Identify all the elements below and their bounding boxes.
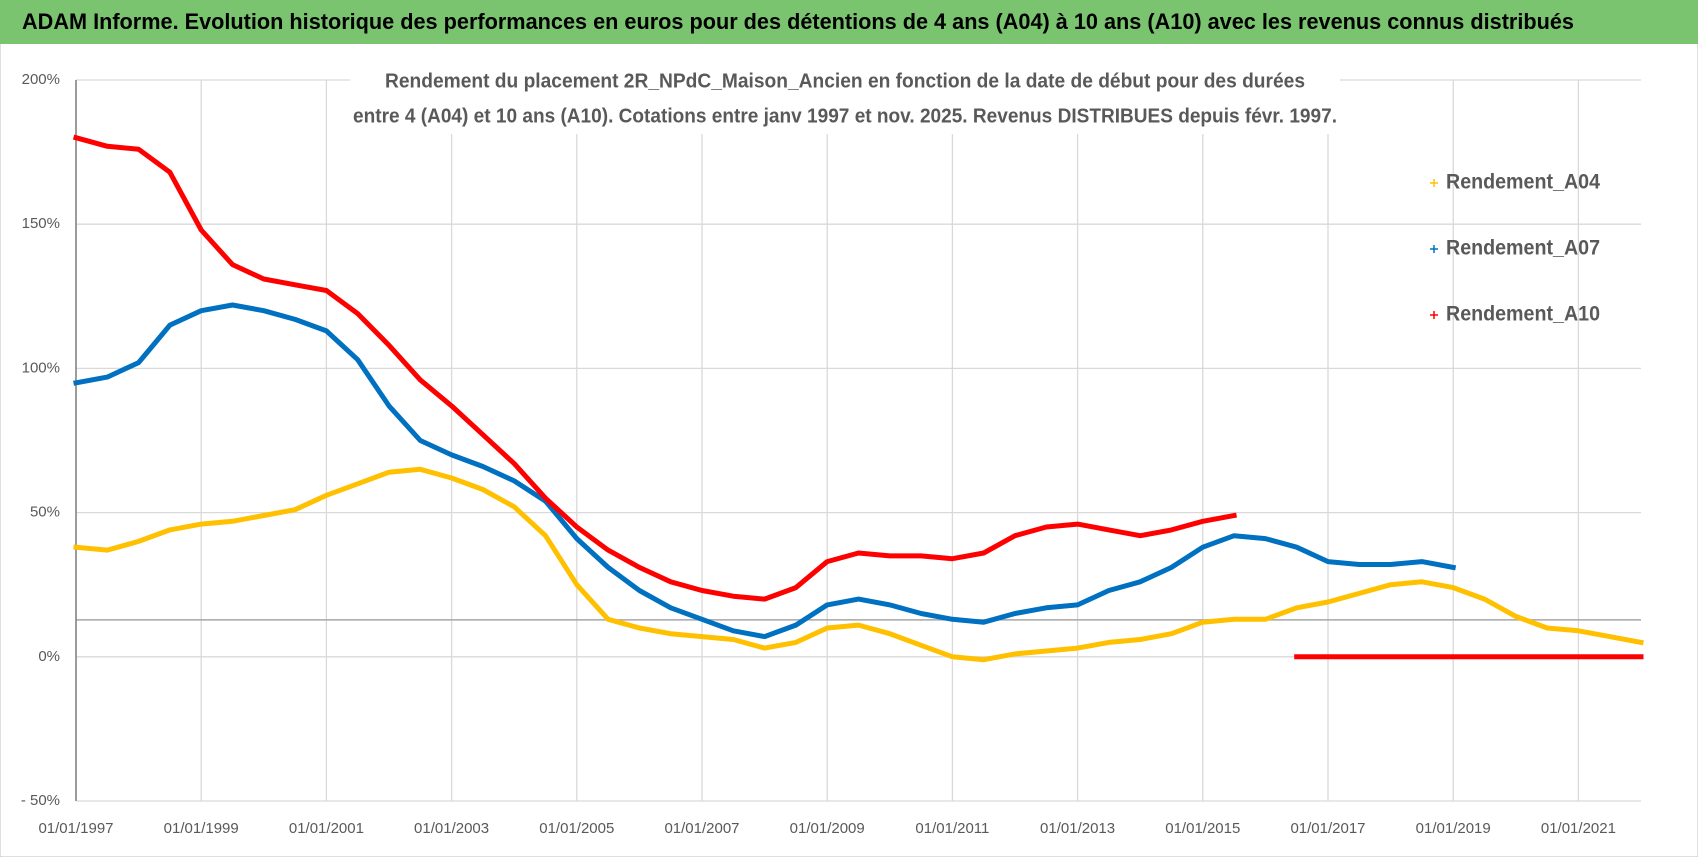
x-tick-label: 01/01/2001 bbox=[289, 820, 364, 837]
legend-label: Rendement_A10 bbox=[1446, 303, 1600, 326]
y-tick-label: 0% bbox=[38, 648, 60, 665]
plot-area: - 50% 0% 50% 100% 150% 200% 01/01/1997 01/01/19… bbox=[21, 71, 1644, 837]
x-tick-label: 01/01/2011 bbox=[915, 820, 989, 837]
chart-title: entre 4 (A04) et 10 ans (A10). Cotations… bbox=[353, 105, 1337, 127]
legend-marker bbox=[1430, 245, 1438, 253]
legend-label: Rendement_A07 bbox=[1446, 237, 1600, 260]
legend-marker bbox=[1430, 179, 1438, 187]
y-tick-label: - 50% bbox=[21, 792, 60, 809]
x-tick-label: 01/01/2019 bbox=[1416, 820, 1491, 837]
series-line bbox=[73, 302, 1457, 640]
chart-title: Rendement du placement 2R_NPdC_Maison_An… bbox=[385, 70, 1305, 92]
x-tick-label: 01/01/2005 bbox=[539, 820, 614, 837]
x-tick-label: 01/01/2003 bbox=[414, 820, 489, 837]
x-tick-label: 01/01/1997 bbox=[38, 820, 113, 837]
legend-label: Rendement_A04 bbox=[1446, 171, 1600, 194]
series-line bbox=[72, 134, 1238, 602]
legend-marker bbox=[1430, 311, 1438, 319]
x-tick-label: 01/01/2007 bbox=[664, 820, 739, 837]
title-box bbox=[350, 66, 1340, 134]
series-line bbox=[73, 466, 1644, 663]
legend: Rendement_A04 Rendement_A07 Rendement_A10 bbox=[1430, 171, 1600, 326]
x-tick-label: 01/01/2021 bbox=[1541, 820, 1616, 837]
y-tick-label: 150% bbox=[22, 215, 60, 232]
title-banner bbox=[0, 0, 1698, 44]
x-tick-label: 01/01/2015 bbox=[1165, 820, 1240, 837]
y-tick-label: 100% bbox=[22, 359, 60, 376]
page-title: ADAM Informe. Evolution historique des p… bbox=[22, 9, 1574, 34]
y-tick-label: 50% bbox=[30, 504, 60, 521]
x-tick-label: 01/01/1999 bbox=[164, 820, 239, 837]
y-tick-label: 200% bbox=[22, 71, 60, 88]
x-tick-label: 01/01/2009 bbox=[790, 820, 865, 837]
x-tick-label: 01/01/2013 bbox=[1040, 820, 1115, 837]
x-tick-label: 01/01/2017 bbox=[1290, 820, 1365, 837]
